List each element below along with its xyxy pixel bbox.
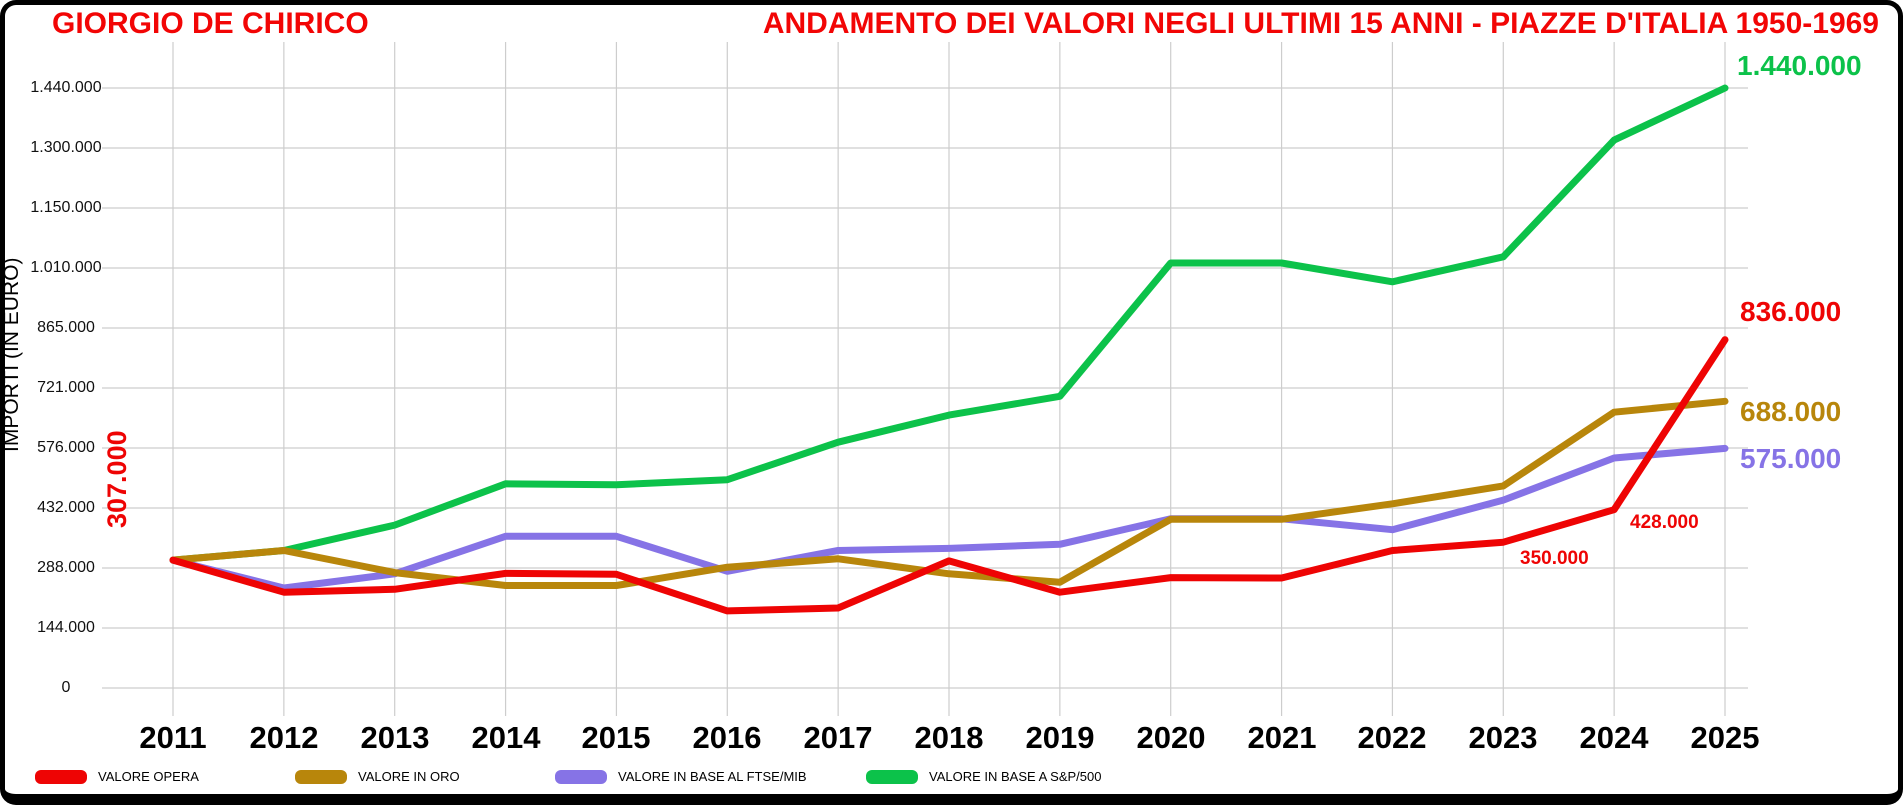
y-tick-label: 1.150.000 <box>30 199 102 216</box>
series-line-valore-opera <box>169 336 1729 615</box>
annotation-start-value: 307.000 <box>102 430 132 528</box>
annotation-green-final: 1.440.000 <box>1737 50 1862 81</box>
x-tick-year: 2020 <box>1136 720 1206 755</box>
x-tick-year: 2025 <box>1690 720 1760 755</box>
x-tick-year: 2016 <box>692 720 762 755</box>
y-tick-label: 1.300.000 <box>30 139 102 156</box>
y-tick-label: 1.010.000 <box>30 259 102 276</box>
series-line-valore-in-oro <box>169 397 1729 589</box>
x-tick-year: 2012 <box>249 720 319 755</box>
legend-swatch-red <box>35 769 87 784</box>
y-tick-label: 576.000 <box>37 439 95 456</box>
y-tick-label: 288.000 <box>37 559 95 576</box>
annotation-purple-final: 575.000 <box>1740 443 1842 474</box>
annotation-red-final: 836.000 <box>1740 296 1842 327</box>
legend-swatch-gold <box>295 769 347 784</box>
y-tick-label: 144.000 <box>37 619 95 636</box>
artist-title: GIORGIO DE CHIRICO <box>52 7 369 40</box>
legend-item-ftse-mib: VALORE IN BASE AL FTSE/MIB <box>555 769 807 784</box>
legend-label: VALORE IN BASE A S&P/500 <box>929 769 1102 784</box>
legend-label: VALORE IN ORO <box>358 769 460 784</box>
x-tick-year: 2013 <box>360 720 430 755</box>
x-tick-year: 2011 <box>139 720 207 755</box>
x-tick-year: 2015 <box>581 720 651 755</box>
legend-swatch-green <box>866 769 918 784</box>
y-tick-label: 432.000 <box>37 499 95 516</box>
x-tick-year: 2018 <box>914 720 984 755</box>
y-tick-label: 865.000 <box>37 319 95 336</box>
legend-label: VALORE IN BASE AL FTSE/MIB <box>618 769 807 784</box>
annotation-red-2024: 428.000 <box>1630 512 1699 533</box>
chart-title: ANDAMENTO DEI VALORI NEGLI ULTIMI 15 ANN… <box>762 7 1879 40</box>
series-line-valore-in-base-al-ftse-mib <box>169 444 1729 592</box>
y-tick-label: 721.000 <box>37 379 95 396</box>
legend-item-valore-opera: VALORE OPERA <box>35 769 199 784</box>
annotation-red-2023: 350.000 <box>1520 548 1589 569</box>
x-tick-year: 2024 <box>1579 720 1649 755</box>
x-tick-year: 2022 <box>1357 720 1427 755</box>
series-line-valore-in-base-a-s-p-500 <box>169 84 1729 564</box>
x-tick-year: 2019 <box>1025 720 1095 755</box>
legend-label: VALORE OPERA <box>98 769 199 784</box>
legend-item-sp500: VALORE IN BASE A S&P/500 <box>866 769 1101 784</box>
x-tick-year: 2014 <box>471 720 541 755</box>
legend-swatch-purple <box>555 769 607 784</box>
annotation-gold-final: 688.000 <box>1740 396 1842 427</box>
x-tick-year: 2021 <box>1247 720 1317 755</box>
x-tick-year: 2023 <box>1468 720 1538 755</box>
y-tick-label: 1.440.000 <box>30 79 102 96</box>
y-axis-title: IMPORTI (IN EURO) <box>0 257 23 453</box>
x-tick-year: 2017 <box>803 720 873 755</box>
y-tick-label: 0 <box>61 679 71 696</box>
legend-item-valore-in-oro: VALORE IN ORO <box>295 769 460 784</box>
